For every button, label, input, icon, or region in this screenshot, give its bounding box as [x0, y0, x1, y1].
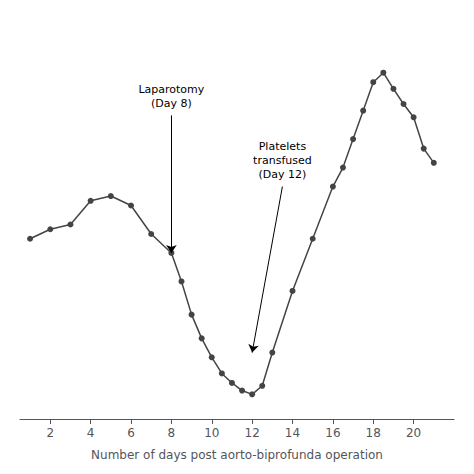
svg-text:12: 12	[244, 426, 259, 440]
svg-text:Number of days post aorto-bipr: Number of days post aorto-biprofunda ope…	[91, 448, 383, 462]
svg-text:16: 16	[325, 426, 340, 440]
svg-text:Laparotomy: Laparotomy	[138, 83, 204, 96]
svg-text:Platelets: Platelets	[259, 140, 307, 153]
svg-text:18: 18	[366, 426, 381, 440]
svg-text:6: 6	[127, 426, 135, 440]
svg-text:10: 10	[204, 426, 219, 440]
svg-text:14: 14	[285, 426, 300, 440]
svg-text:(Day 8): (Day 8)	[151, 97, 192, 110]
svg-text:transfused: transfused	[253, 154, 312, 167]
svg-text:4: 4	[87, 426, 95, 440]
svg-text:2: 2	[46, 426, 54, 440]
svg-text:8: 8	[168, 426, 176, 440]
svg-text:20: 20	[406, 426, 421, 440]
svg-text:(Day 12): (Day 12)	[259, 168, 307, 181]
